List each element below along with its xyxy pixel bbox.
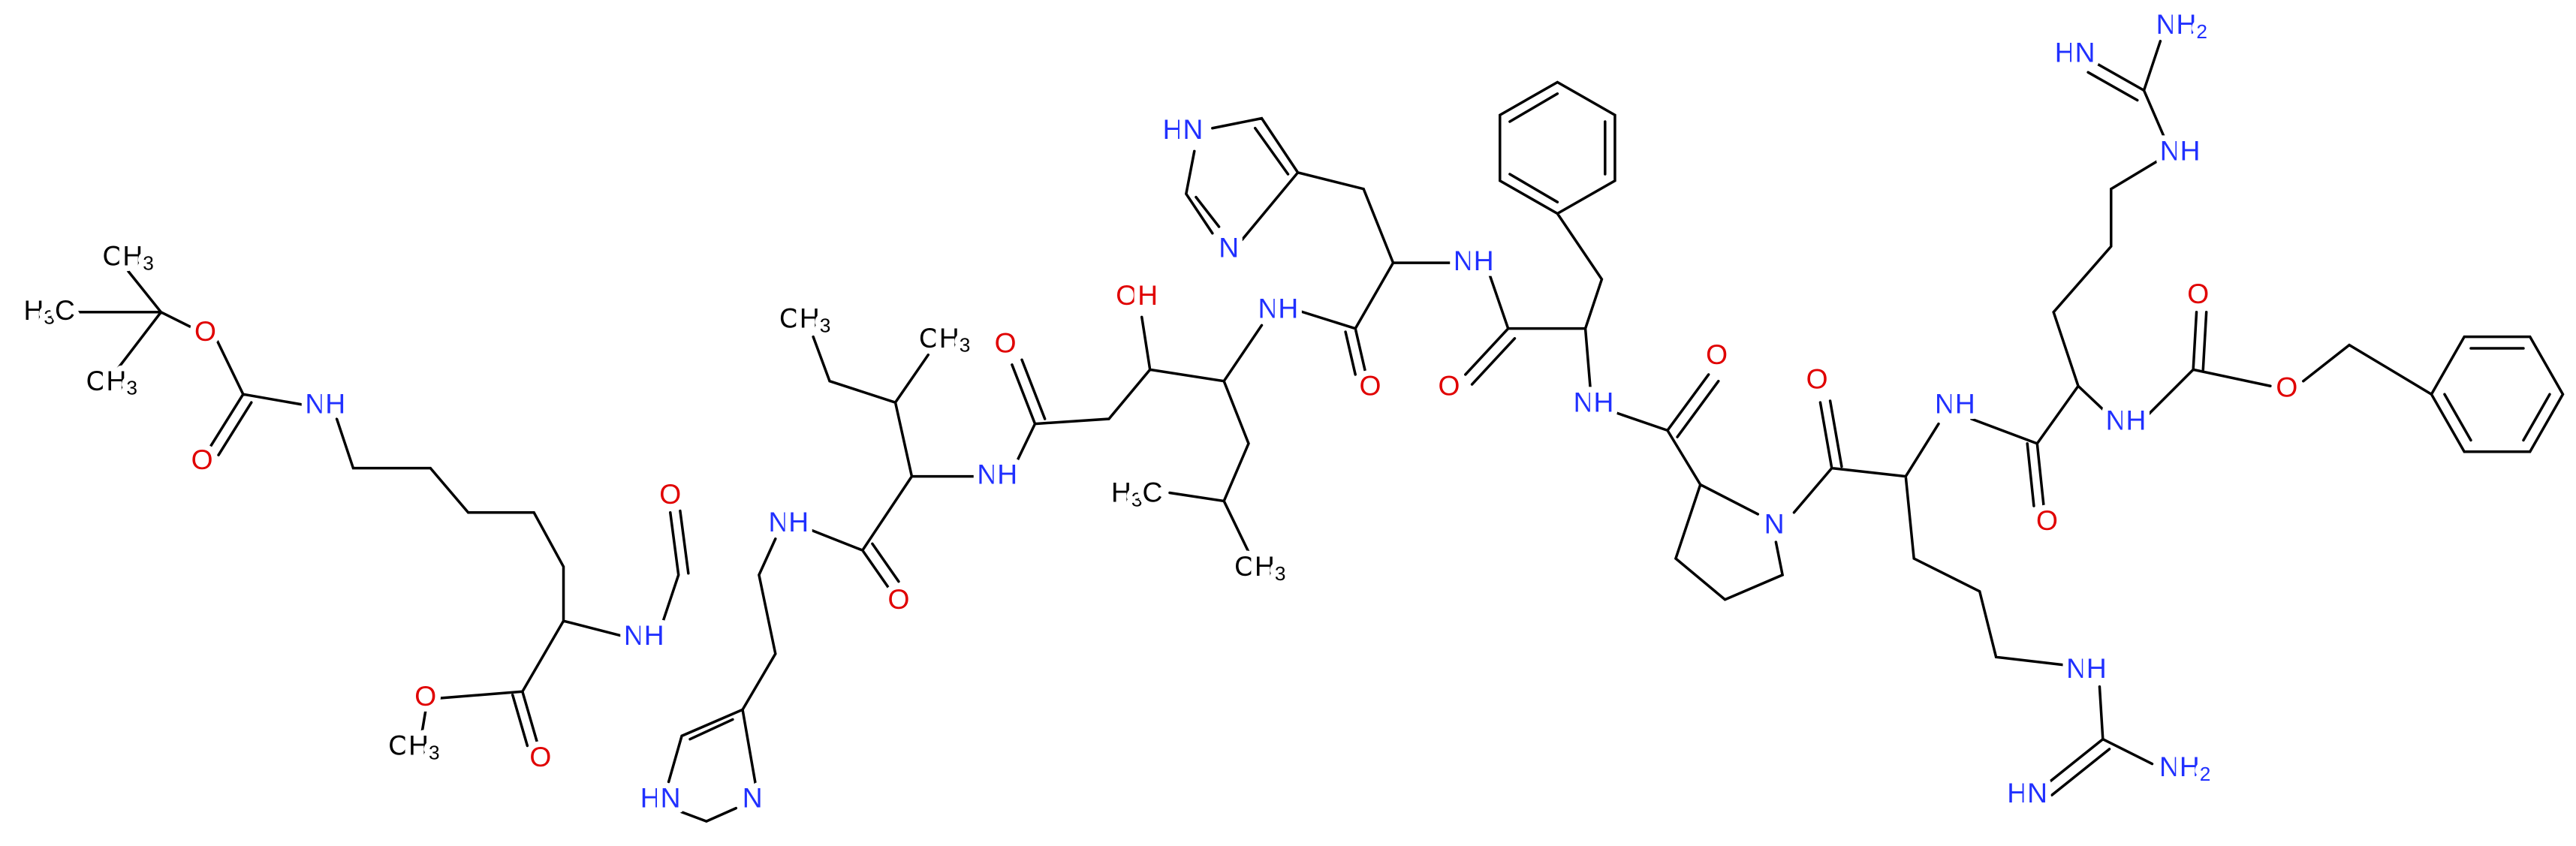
atom-label: O (1706, 339, 1728, 370)
atom-label: N (1764, 507, 1785, 539)
atom-label: O (194, 315, 216, 347)
atom-label: NH (2066, 652, 2107, 684)
atom-label: HN (1163, 113, 1204, 145)
atom-label: OH (1116, 279, 1158, 311)
atom-label: O (191, 444, 213, 475)
atom-label: O (1806, 363, 1828, 395)
atom-label: NH (2160, 134, 2201, 166)
atom-label: NH (768, 506, 809, 537)
atom-label: O (2276, 371, 2297, 402)
atom-label: H3C (23, 294, 74, 329)
atom-label: NH (1258, 292, 1299, 324)
atom-label: NH (624, 619, 664, 651)
atom-label: N (743, 782, 763, 814)
atom-label: HN (640, 782, 681, 814)
atom-label: NH2 (2156, 8, 2207, 43)
atom-label: O (1359, 369, 1381, 401)
atom-label: CH3 (919, 322, 970, 357)
bonds (74, 40, 2565, 823)
atom-label: O (414, 680, 436, 712)
atom-label: HN (2055, 36, 2095, 68)
atom-label: NH (1574, 386, 1614, 417)
atom-label: NH (1935, 387, 1975, 419)
atom-label: O (2187, 278, 2209, 309)
atom-label: O (659, 478, 681, 510)
atom-label: NH2 (2159, 751, 2210, 785)
atom-label: O (529, 741, 551, 772)
atom-label: NH (2106, 404, 2147, 435)
atom-label: H3C (1111, 477, 1162, 511)
atom-label: O (1438, 369, 1460, 401)
atom-label: CH3 (103, 239, 154, 274)
atom-label: CH3 (388, 729, 439, 763)
atom-label: CH3 (86, 365, 137, 399)
atom-labels: CH3 H3C CH3 O O NH O NH O CH3 O HN N NH … (18, 2, 2303, 819)
atom-label: O (887, 583, 909, 615)
atom-label: O (2036, 504, 2058, 536)
atom-label: HN (2007, 777, 2047, 808)
atom-label: O (995, 327, 1017, 358)
atom-label: NH (977, 458, 1017, 489)
atom-label: NH (1454, 245, 1494, 276)
atom-label: CH3 (1234, 550, 1285, 585)
atom-label: CH3 (779, 303, 830, 337)
atom-label: N (1219, 231, 1239, 263)
atom-label: NH (305, 387, 345, 419)
